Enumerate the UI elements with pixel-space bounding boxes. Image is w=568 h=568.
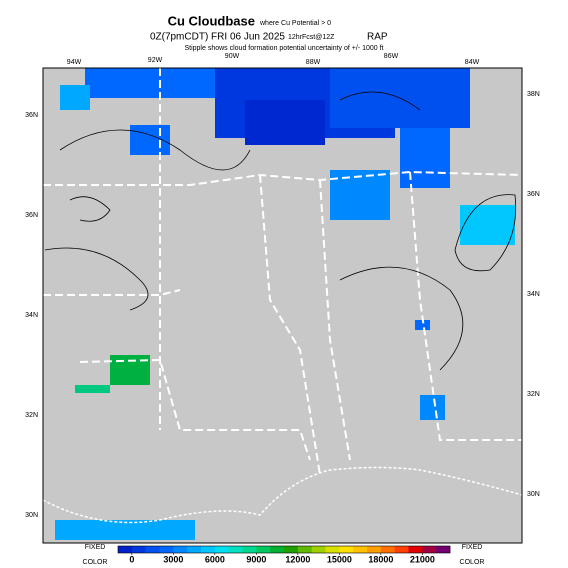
lon-label: 86W (384, 53, 399, 60)
colorbar-cell (408, 546, 423, 553)
colorbar-tick-label: 12000 (285, 554, 310, 564)
state-borders (43, 68, 523, 476)
lat-label: 32N (25, 412, 38, 419)
colorbar-cell (311, 546, 326, 553)
valid-time: 0Z(7pmCDT) FRI 06 Jun 2025 (150, 32, 285, 43)
map-frame (42, 67, 523, 544)
colorbar-frame (117, 545, 451, 554)
colorbar-cell (256, 546, 271, 553)
lat-label: 36N (25, 112, 38, 119)
colorbar-cell (187, 546, 202, 553)
colorbar-cell (159, 546, 174, 553)
lon-label: 88W (306, 59, 321, 66)
lat-label: 36N (25, 212, 38, 219)
colorbar-cell (228, 546, 243, 553)
lat-label: 36N (527, 191, 540, 198)
subtitle: Stipple shows cloud formation potential … (184, 45, 383, 52)
title-note: where Cu Potential > 0 (259, 20, 331, 27)
colorbar-tick-label: 0 (129, 554, 134, 564)
colorbar-tick-label: 21000 (410, 554, 435, 564)
coastline (42, 466, 523, 524)
lon-label: 94W (67, 59, 82, 66)
left-key-top: FIXED (85, 544, 106, 551)
title: Cu Cloudbase (168, 13, 255, 28)
colorbar-cell (131, 546, 146, 553)
lat-label: 30N (527, 491, 540, 498)
left-key-bottom: COLOR (83, 559, 108, 566)
colorbar-cell (297, 546, 312, 553)
colorbar-cell (436, 546, 451, 553)
colorbar-cell (284, 546, 299, 553)
colorbar-cell (201, 546, 216, 553)
colorbar-tick-label: 9000 (246, 554, 266, 564)
colorbar-tick-label: 18000 (368, 554, 393, 564)
forecast-hour: 12hrFcst@12Z (288, 34, 335, 41)
colorbar-tick-label: 15000 (327, 554, 352, 564)
model-name: RAP (367, 32, 388, 43)
lat-label: 32N (527, 391, 540, 398)
colorbar-cell (367, 546, 382, 553)
colorbar-cell (214, 546, 229, 553)
lat-label: 34N (527, 291, 540, 298)
right-key-bottom: COLOR (460, 559, 485, 566)
colorbar-cell (242, 546, 257, 553)
lon-label: 92W (148, 57, 163, 64)
contours (44, 91, 517, 371)
colorbar-cell (394, 546, 409, 553)
colorbar-cell (422, 546, 437, 553)
colorbar-cell (145, 546, 160, 553)
colorbar-cell (353, 546, 368, 553)
lat-label: 38N (527, 91, 540, 98)
colorbar-tick-label: 6000 (205, 554, 225, 564)
colorbar-cell (270, 546, 285, 553)
colorbar-cell (325, 546, 340, 553)
colorbar-tick-label: 3000 (163, 554, 183, 564)
colorbar-cell (173, 546, 188, 553)
lat-label: 30N (25, 512, 38, 519)
right-key-top: FIXED (462, 544, 483, 551)
lon-label: 84W (465, 59, 480, 66)
colorbar-cell (380, 546, 395, 553)
lon-label: 90W (225, 53, 240, 60)
lat-label: 34N (25, 312, 38, 319)
colorbar-cell (339, 546, 354, 553)
colorbar-cell (118, 546, 133, 553)
